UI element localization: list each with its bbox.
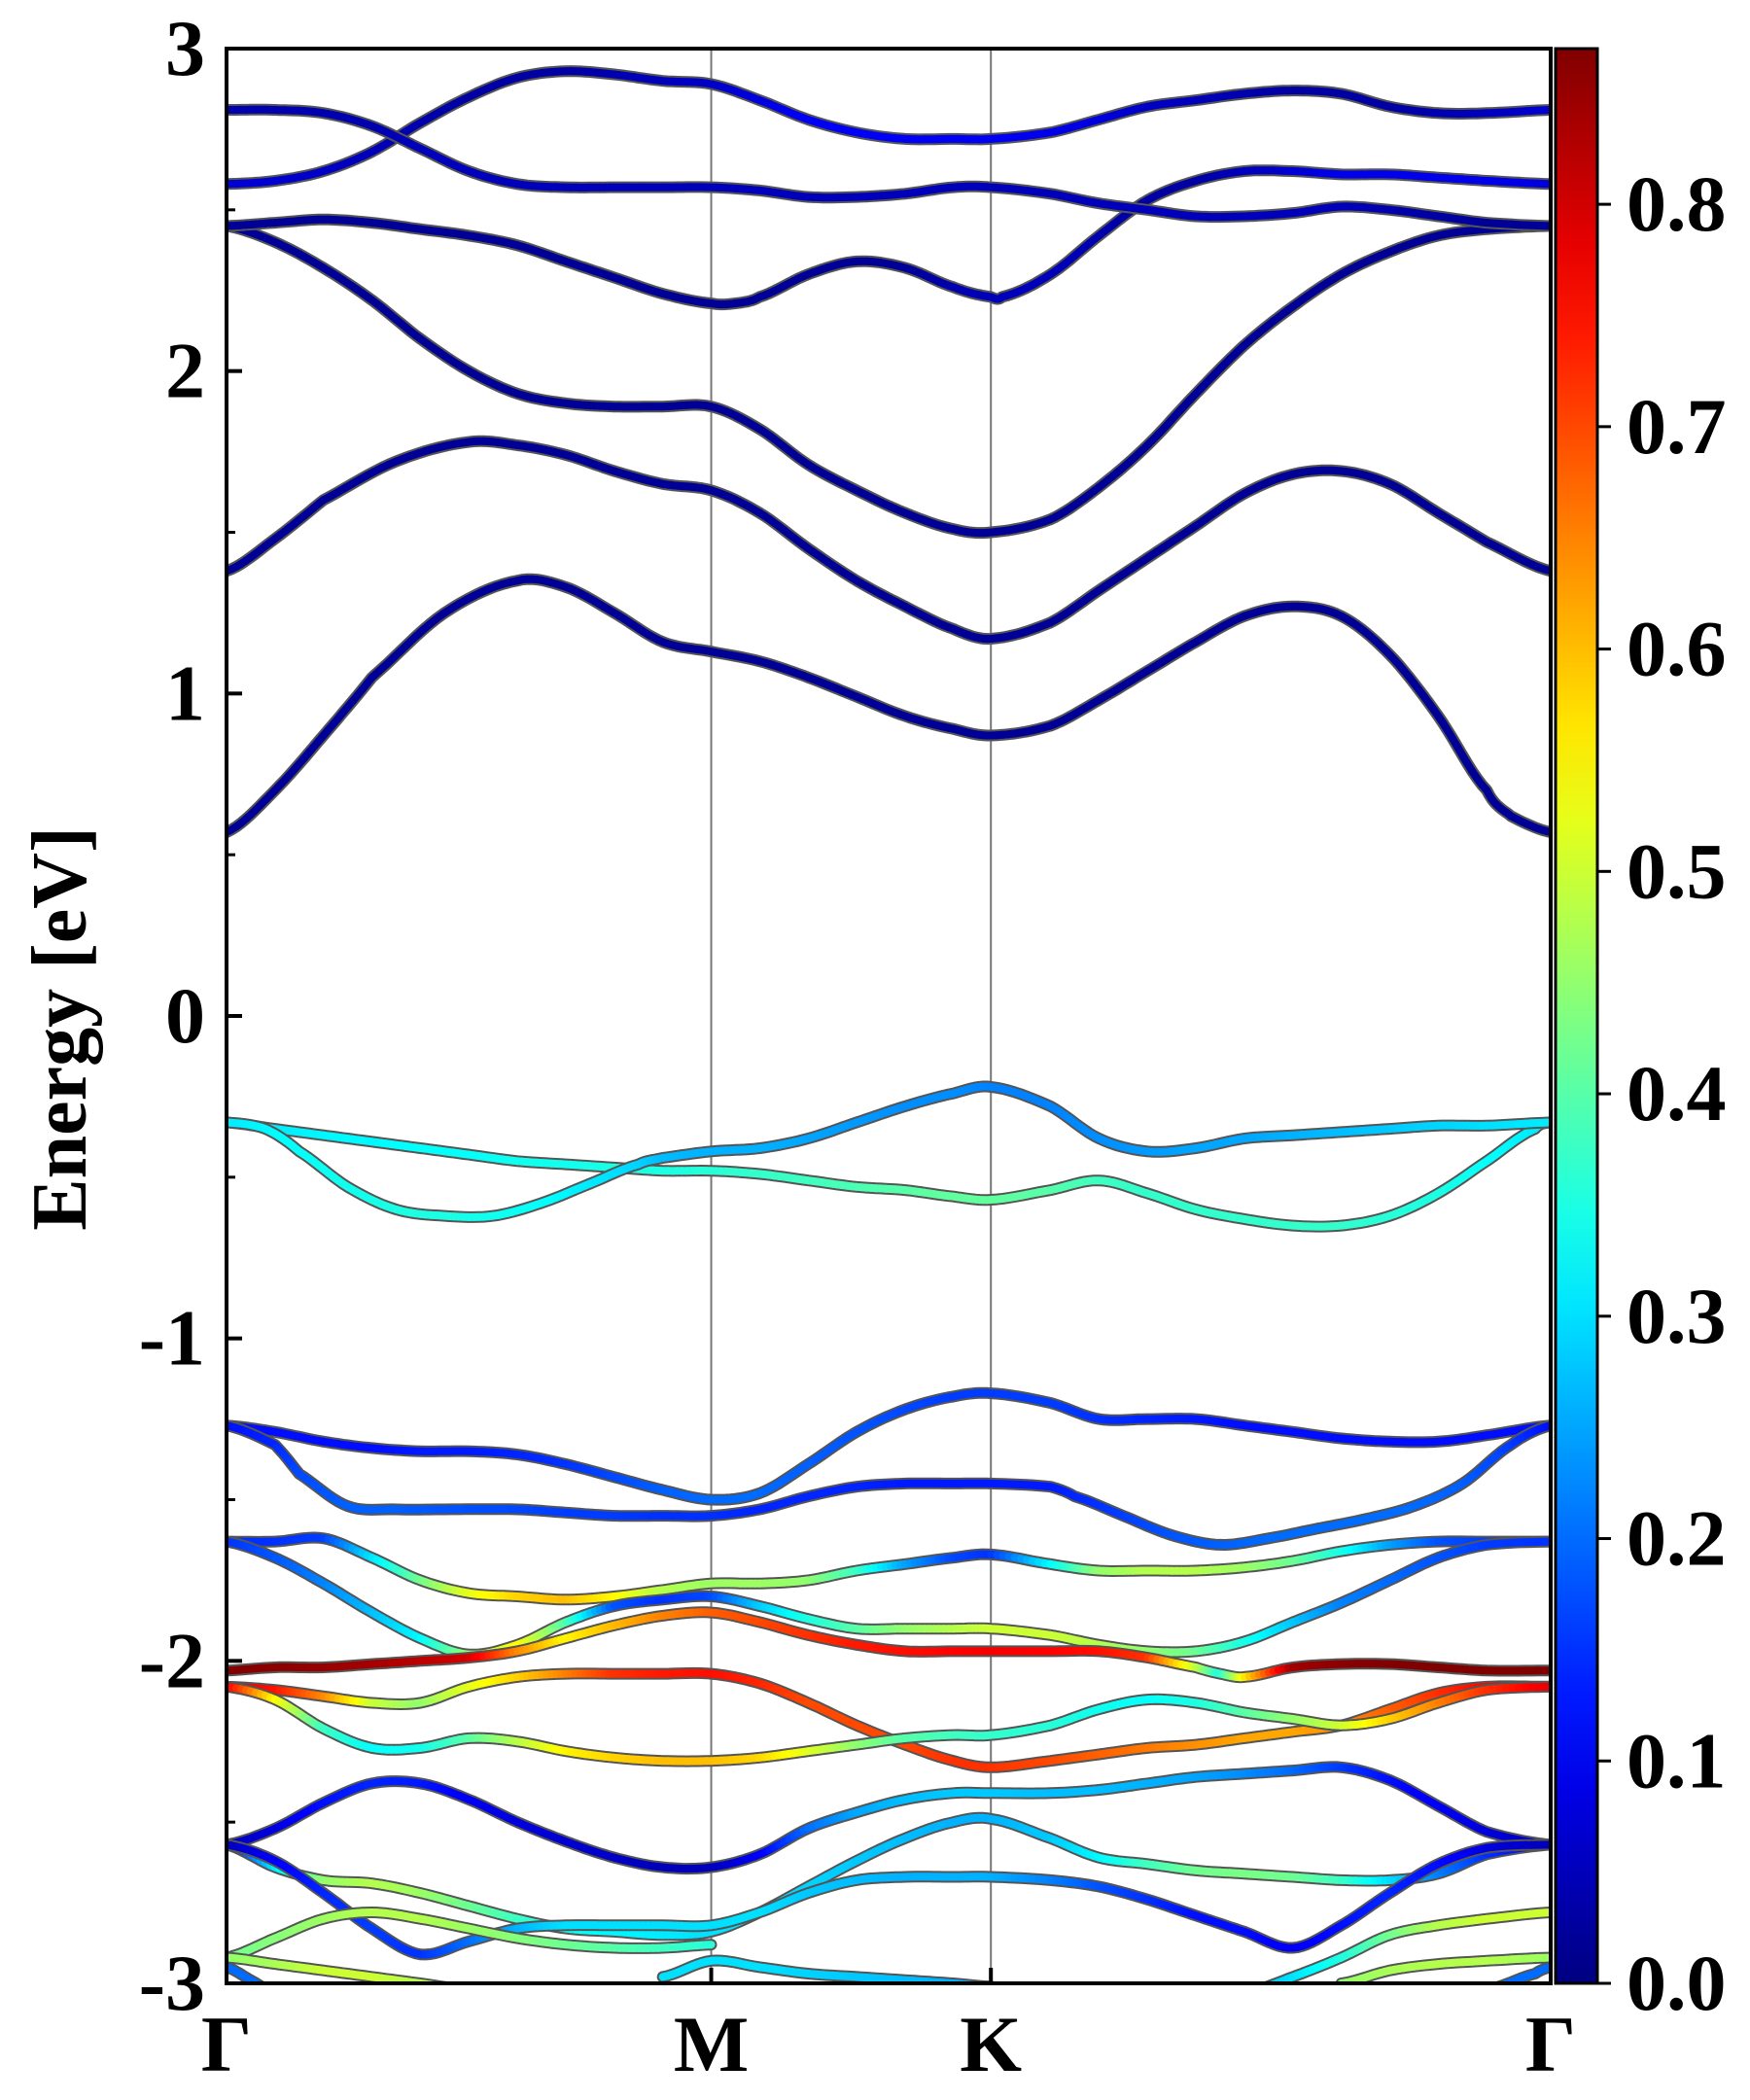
band-19 <box>227 1907 718 1964</box>
band-outline <box>227 65 1551 191</box>
band-16 <box>227 1761 1551 1875</box>
band-outline <box>227 573 1551 838</box>
band-1 <box>227 573 1551 838</box>
band-4 <box>227 164 1551 311</box>
band-7 <box>227 1116 1551 1233</box>
band-13 <box>227 1606 1551 1684</box>
band-15 <box>227 1680 1551 1768</box>
band-12 <box>227 1535 1551 1661</box>
band-18 <box>227 1838 1551 1961</box>
band-8 <box>227 1080 1551 1223</box>
band-2 <box>227 435 1551 646</box>
band-11 <box>227 1531 1551 1606</box>
band-10 <box>227 1419 1551 1551</box>
kpoint-lines <box>710 49 993 1983</box>
band-3 <box>227 220 1551 540</box>
band-5 <box>227 65 1551 191</box>
band-6 <box>227 103 1551 232</box>
band-lines <box>227 65 1551 1983</box>
